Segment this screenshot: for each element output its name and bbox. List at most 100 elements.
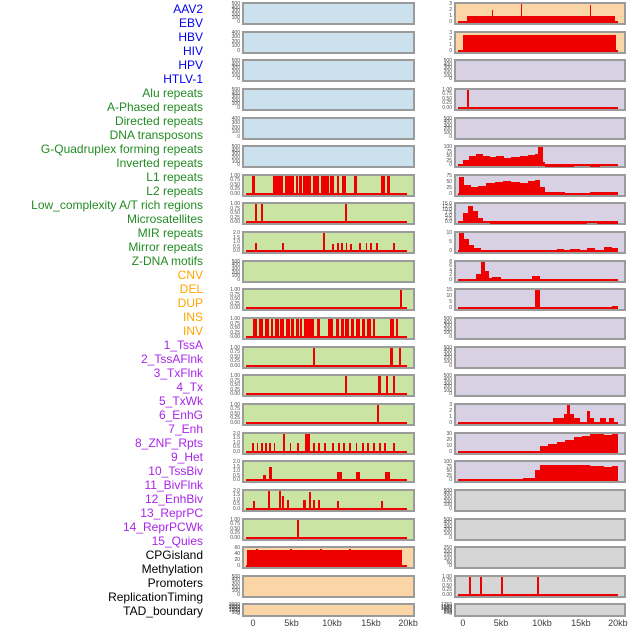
track-panel-cnv xyxy=(242,546,415,570)
y-tick-label: 0 xyxy=(449,305,452,312)
data-bar xyxy=(265,319,269,339)
y-tick-label: 20 xyxy=(234,557,240,564)
data-bar xyxy=(362,319,365,339)
track-panel-ebv xyxy=(242,30,415,54)
y-tick-label: 3000 xyxy=(228,602,240,609)
data-bar xyxy=(384,471,390,482)
data-area-segment xyxy=(246,549,402,568)
y-tick-label: 0.50 xyxy=(230,296,240,303)
y-tick-label: 0.25 xyxy=(230,415,240,422)
y-tick-label: 40 xyxy=(234,551,240,558)
y-tick-label: 200 xyxy=(231,584,240,591)
y-tick-label: 1.00 xyxy=(230,516,240,523)
track-label-mir-repeats: MIR repeats xyxy=(137,226,203,240)
y-tick-label: 0 xyxy=(449,190,452,197)
data-bar xyxy=(270,319,274,339)
track-label-ebv: EBV xyxy=(178,16,203,30)
track-label-promoters: Promoters xyxy=(147,576,203,590)
data-bar xyxy=(372,319,376,339)
track-panel-mir-repeats xyxy=(242,460,415,484)
y-tick-label: 100 xyxy=(443,387,452,394)
track-panel-cpgisland xyxy=(454,488,626,512)
data-area-segment xyxy=(534,469,540,482)
data-bar xyxy=(320,548,322,568)
track-panel-methylation xyxy=(454,517,626,541)
data-bar xyxy=(387,175,391,195)
track-label-dup: DUP xyxy=(177,296,203,310)
y-tick-label: 0 xyxy=(449,505,452,512)
y-tick-label: 0 xyxy=(449,133,452,140)
data-bar xyxy=(268,490,271,510)
y-tick-label: 200 xyxy=(443,384,452,391)
data-area-segment xyxy=(486,183,495,195)
y-tick-label: 400 xyxy=(443,61,452,68)
y-tick-label: 300 xyxy=(231,151,240,158)
y-tick-label: 2 xyxy=(449,407,452,414)
data-bar xyxy=(295,319,299,339)
data-bar xyxy=(337,443,340,453)
y-tick-label: 500 xyxy=(231,144,240,151)
y-tick-label: 3 xyxy=(449,29,452,36)
y-tick-label: 50 xyxy=(446,153,452,160)
data-bar xyxy=(380,501,383,510)
y-tick-label: 0 xyxy=(237,591,240,598)
data-bar xyxy=(341,175,347,195)
y-tick-label: 400 xyxy=(443,491,452,498)
y-tick-label: 300 xyxy=(231,94,240,101)
data-bar xyxy=(390,319,394,339)
y-tick-label: 1.0 xyxy=(233,496,240,503)
track-panel-hiv xyxy=(242,87,415,111)
data-area-segment xyxy=(459,233,465,253)
data-bar xyxy=(396,319,399,339)
y-tick-label: 200 xyxy=(231,11,240,18)
y-tick-label: 1.00 xyxy=(230,344,240,351)
y-tick-label: 0.25 xyxy=(230,186,240,193)
y-tick-label: 0 xyxy=(237,47,240,54)
y-tick-label: 0 xyxy=(449,162,452,169)
zero-baseline xyxy=(457,278,619,281)
track-label-14-reprpcwk: 14_ReprPCWk xyxy=(122,520,203,534)
data-bar xyxy=(590,5,592,23)
y-tick-label: 300 xyxy=(443,495,452,502)
y-tick-label: 1250 xyxy=(440,605,452,611)
zero-baseline xyxy=(457,49,619,52)
y-tick-label: 0.25 xyxy=(442,100,452,107)
data-bar xyxy=(400,290,403,310)
data-area-segment xyxy=(587,411,591,424)
y-tick-label: 500 xyxy=(443,373,452,380)
y-tick-label: 2.0 xyxy=(233,230,240,237)
y-tick-label: 0 xyxy=(449,276,452,283)
y-tick-label: 0.50 xyxy=(230,325,240,332)
data-bar xyxy=(320,175,329,195)
zero-baseline xyxy=(245,565,408,568)
y-tick-label: 0 xyxy=(449,248,452,255)
y-tick-label: 1.5 xyxy=(233,463,240,470)
data-bar xyxy=(342,443,345,453)
track-panel-10-tssbiv xyxy=(454,317,626,341)
y-tick-label: 500 xyxy=(231,573,240,580)
track-label-mirror-repeats: Mirror repeats xyxy=(128,240,203,254)
data-bar xyxy=(303,319,315,339)
y-tick-label: 0.75 xyxy=(230,291,240,298)
data-area-segment xyxy=(503,180,512,195)
y-tick-label: 500 xyxy=(443,58,452,65)
data-bar xyxy=(252,443,255,453)
data-bar xyxy=(375,242,378,253)
y-tick-label: 400 xyxy=(443,376,452,383)
y-tick-label: 200 xyxy=(231,97,240,104)
track-panel-dna-transposons xyxy=(242,259,415,283)
data-bar xyxy=(348,443,351,453)
y-tick-label: 300 xyxy=(231,581,240,587)
y-tick-label: 100 xyxy=(443,144,452,151)
data-area-segment xyxy=(534,290,540,310)
data-bar xyxy=(275,319,279,339)
y-tick-label: 100 xyxy=(443,502,452,509)
data-bar xyxy=(520,4,522,23)
x-tick-label-right: 5kb xyxy=(493,618,509,628)
y-tick-label: 0.75 xyxy=(230,406,240,413)
y-tick-label: 1500 xyxy=(440,603,452,610)
data-area-segment xyxy=(469,155,477,167)
data-bar xyxy=(269,443,272,453)
y-tick-label: 500 xyxy=(231,258,240,265)
